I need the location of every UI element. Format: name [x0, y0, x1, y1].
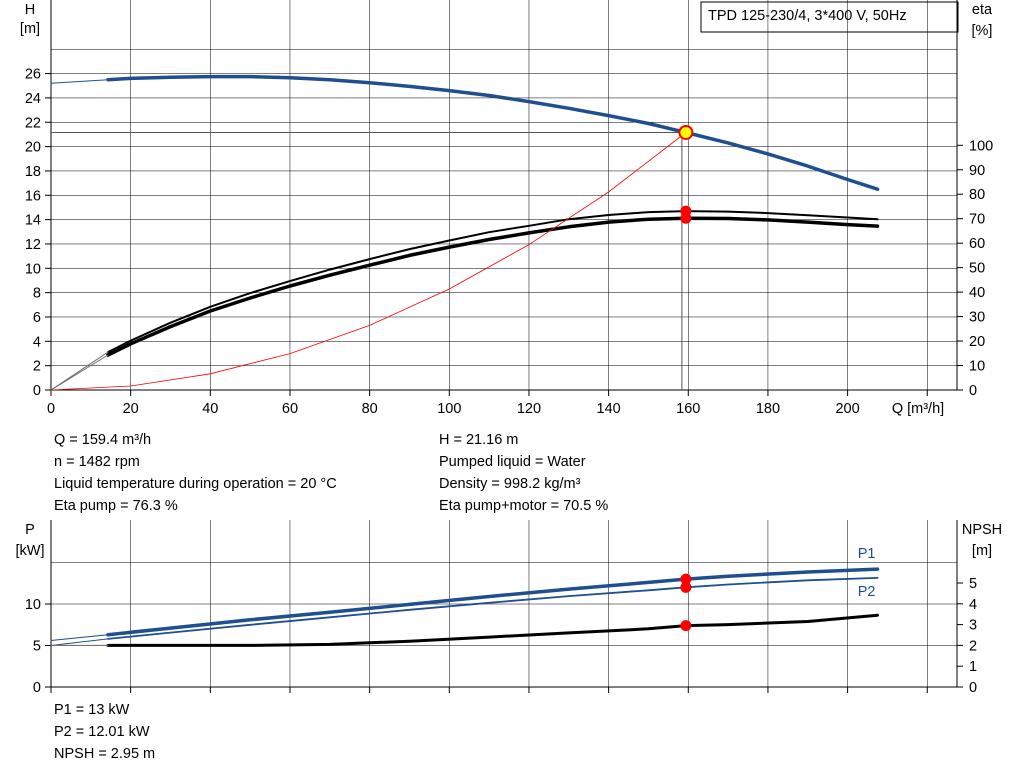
operating-marker-p2	[680, 581, 692, 593]
left-tick-label: 10	[25, 261, 41, 277]
info-pumped-liquid: Pumped liquid = Water	[439, 454, 586, 470]
info-p2: P2 = 12.01 kW	[54, 724, 150, 740]
left-tick-label: 26	[25, 67, 41, 83]
left-tick-label: 2	[33, 359, 41, 375]
right-axis-label-2: [%]	[972, 23, 993, 39]
left-tick-label: 10	[25, 597, 41, 613]
lower-series: P1 P2	[50, 546, 880, 647]
left-axis-label-2: [m]	[20, 21, 40, 37]
right-tick-label: 80	[969, 187, 985, 203]
right-tick-label: 60	[969, 236, 985, 252]
operating-marker-p1	[680, 573, 692, 585]
x-tick-label: 200	[835, 401, 859, 417]
right-tick-label: 10	[969, 359, 985, 375]
info-density: Density = 998.2 kg/m³	[439, 476, 581, 492]
series-label-p1: P1	[858, 546, 876, 562]
info-eta-pump: Eta pump = 76.3 %	[54, 498, 178, 514]
series-line-0	[106, 567, 880, 637]
left-tick-label: 0	[33, 383, 41, 399]
x-tick-label: 180	[756, 401, 780, 417]
left-tick-label: 14	[25, 213, 41, 229]
x-tick-label: 0	[47, 401, 55, 417]
info-flow: Q = 159.4 m³/h	[54, 432, 152, 448]
right-axis-label-1: eta	[972, 2, 993, 18]
operating-marker-eta-pump	[680, 212, 692, 224]
left-tick-label: 8	[33, 286, 41, 302]
x-tick-label: 40	[202, 401, 218, 417]
info-eta-pump-motor: Eta pump+motor = 70.5 %	[439, 498, 609, 514]
info-lower: P1 = 13 kW P2 = 12.01 kW NPSH = 2.95 m	[54, 699, 155, 765]
left-axis-label-1: H	[25, 2, 35, 18]
series-line-4	[106, 613, 879, 647]
right-tick-label: 5	[969, 576, 977, 592]
lower-markers	[680, 573, 692, 632]
left-tick-label: 4	[33, 334, 41, 350]
x-tick-label: 80	[362, 401, 378, 417]
series-line-5	[50, 354, 109, 391]
upper-axes: 02468101214161820222426H[m]0102030405060…	[20, 0, 993, 417]
series-line-3	[106, 216, 880, 357]
info-npsh: NPSH = 2.95 m	[54, 746, 156, 762]
right-tick-label: 0	[969, 680, 977, 696]
x-tick-label: 20	[123, 401, 139, 417]
title-box-text: TPD 125-230/4, 3*400 V, 50Hz	[708, 8, 907, 24]
left-tick-label: 22	[25, 115, 41, 131]
operating-marker-head	[678, 124, 694, 140]
left-tick-label: 16	[25, 188, 41, 204]
lower-grid	[50, 520, 957, 688]
right-axis-label-2: [m]	[972, 543, 992, 559]
left-tick-label: 20	[25, 140, 41, 156]
left-tick-label: 18	[25, 164, 41, 180]
info-speed: n = 1482 rpm	[54, 454, 140, 470]
right-tick-label: 1	[969, 659, 977, 675]
pump-curve-chart: TPD 125-230/4, 3*400 V, 50Hz 02468101214…	[16, 0, 1002, 696]
left-tick-label: 0	[33, 680, 41, 696]
left-tick-label: 6	[33, 310, 41, 326]
info-p1: P1 = 13 kW	[54, 702, 130, 718]
info-head: H = 21.16 m	[439, 432, 519, 448]
series-line-2	[50, 634, 109, 641]
x-tick-label: 120	[517, 401, 541, 417]
right-tick-label: 100	[969, 138, 993, 154]
series-line-3	[50, 638, 109, 646]
x-tick-label: 60	[282, 401, 298, 417]
right-tick-label: 0	[969, 383, 977, 399]
upper-grid	[50, 0, 957, 391]
right-tick-label: 70	[969, 212, 985, 228]
series-line-1	[50, 79, 109, 84]
series-label-p2: P2	[858, 584, 876, 600]
upper-markers	[51, 124, 694, 390]
right-tick-label: 3	[969, 618, 977, 634]
series-line-1	[107, 577, 879, 640]
x-tick-label: 160	[676, 401, 700, 417]
series-line-6	[50, 132, 687, 391]
upper-series	[50, 74, 880, 391]
right-tick-label: 20	[969, 334, 985, 350]
info-upper-right: H = 21.16 m Pumped liquid = Water Densit…	[439, 429, 608, 517]
right-tick-label: 4	[969, 597, 977, 613]
right-tick-label: 2	[969, 638, 977, 654]
lower-axes: 0 5 10 P [kW] 0 1 2 3 4 5 NPSH [m]	[16, 520, 1002, 696]
x-tick-label: 140	[597, 401, 621, 417]
info-upper-left: Q = 159.4 m³/h n = 1482 rpm Liquid tempe…	[54, 429, 337, 517]
operating-marker-npsh	[680, 620, 692, 632]
left-tick-label: 5	[33, 639, 41, 655]
left-axis-label-2: [kW]	[16, 543, 45, 559]
right-tick-label: 40	[969, 285, 985, 301]
x-tick-label: 100	[437, 401, 461, 417]
right-tick-label: 30	[969, 310, 985, 326]
series-line-2	[107, 210, 879, 354]
x-axis-label: Q [m³/h]	[892, 401, 944, 417]
right-axis-label-1: NPSH	[962, 522, 1002, 538]
left-axis-label-1: P	[25, 522, 35, 538]
left-tick-label: 24	[25, 91, 41, 107]
title-box	[700, 1, 959, 33]
right-tick-label: 50	[969, 261, 985, 277]
info-liquid-temp: Liquid temperature during operation = 20…	[54, 476, 337, 492]
series-line-0	[106, 74, 880, 191]
right-tick-label: 90	[969, 163, 985, 179]
left-tick-label: 12	[25, 237, 41, 253]
